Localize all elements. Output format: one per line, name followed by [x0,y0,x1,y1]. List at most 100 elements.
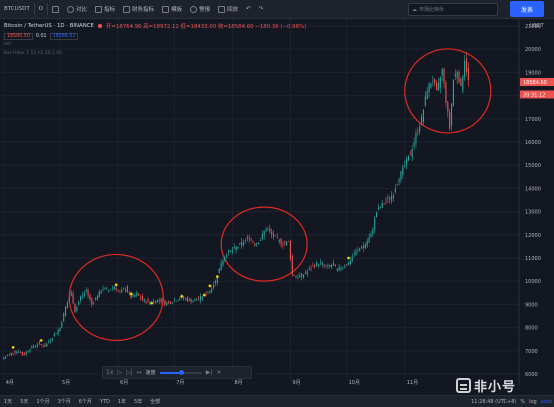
candle-body [154,302,157,303]
candle-body [353,253,355,255]
compare-button[interactable]: 对比 [63,0,91,19]
candle-body [449,112,451,129]
period-6m[interactable]: 6个月 [78,399,92,405]
candle-body [138,293,140,296]
indicator-bar-hiker[interactable]: Bar Hiker 2 15 n1 50 1.00 [4,51,63,56]
period-all[interactable]: 全部 [150,399,161,405]
candle-body [231,249,233,252]
candle-body [334,264,336,267]
x-tick-label: 10月 [349,380,360,385]
price-axis[interactable]: 6000 7000 8000 9000 10000 11000 12000 13000 1400… [518,19,541,385]
log-toggle[interactable]: log [529,399,537,405]
close-icon[interactable]: ✕ [216,369,222,376]
candle-body [254,243,256,246]
price-chart[interactable]: 6000 7000 8000 9000 10000 11000 12000 13000 1400… [0,19,554,385]
period-ytd[interactable]: YTD [99,398,110,405]
redo-button[interactable]: ↷ [255,0,268,19]
auto-toggle[interactable]: auto [540,399,552,405]
candle-body [3,357,5,360]
candle-body [415,133,417,143]
candle-body [123,288,125,290]
candle-body [44,344,46,347]
step-forward-icon[interactable]: ▷| [126,369,133,376]
replay-button[interactable]: 回放 [214,0,242,19]
interval-button[interactable]: D [35,0,47,19]
period-3m[interactable]: 3个月 [57,399,71,405]
candle-body [111,287,113,289]
candle-body [121,289,123,293]
chart-bars-icon [123,5,131,13]
candle-body [434,78,436,84]
period-1y[interactable]: 1年 [117,399,127,405]
candle-body [211,289,213,292]
play-icon[interactable]: ▷ [117,369,122,376]
candle-body [51,338,54,341]
skip-icon[interactable]: ▶| [205,369,213,376]
undo-button[interactable]: ↶ [242,0,255,19]
bottom-toolbar: 1天 5天 1个月 3个月 6个月 YTD 1年 5年 全部 11:28:48 … [0,395,554,407]
candle-body [214,280,217,284]
period-1m[interactable]: 1个月 [36,399,50,405]
replay-speed-button[interactable]: 1x [106,369,114,376]
candle-body [8,353,10,355]
signal-marker [39,339,43,342]
candle-body [80,296,82,301]
period-5y[interactable]: 5年 [134,399,143,405]
clock-readout[interactable]: 11:28:48 (UTC+8) [471,399,517,405]
bid-ask-line: 18580.50 0.01 18586.51 [4,32,306,40]
candle-body [284,242,286,244]
y-tick-label: 19000 [525,70,541,76]
indicators-button[interactable]: 指标 [91,0,119,19]
candle-body [282,244,284,246]
candle-body [229,250,232,252]
candle-body [361,246,363,249]
jump-icon[interactable]: ↦ [136,369,142,376]
candle-body [252,241,254,243]
redo-icon: ↷ [258,6,264,12]
candle-body [424,96,426,107]
financials-button[interactable]: 财务指标 [119,0,158,19]
bar-style-button[interactable] [48,0,63,19]
cloud-icon: ☁ [412,6,417,13]
speed-slider[interactable] [159,369,202,375]
speed-slider-fill [159,371,181,374]
alert-button[interactable]: 警报 [186,0,214,19]
symbol-search[interactable]: BTCUSDT [0,0,34,19]
speed-slider-handle[interactable] [178,369,184,375]
candle-body [233,246,235,249]
candle-body [20,351,22,354]
candle-body [377,207,380,210]
candle-body [100,291,102,294]
candle-body [83,292,85,296]
candle-body [124,289,127,292]
time-axis[interactable]: 4月 5月 6月 7月 8月 9月 10月 11月 [6,380,418,385]
replay-icon [218,5,226,13]
percent-toggle[interactable]: % [520,399,526,405]
candle-body [18,351,20,353]
period-5d[interactable]: 5天 [20,399,29,405]
compare-label: 对比 [76,7,88,13]
signal-marker [347,256,350,260]
candle-body [145,301,147,303]
buy-price-button[interactable]: 18586.51 [49,32,79,40]
candle-body [199,295,202,301]
publish-button[interactable]: 发表 [510,1,544,17]
candle-body [293,274,295,276]
x-tick-label: 11月 [407,380,418,385]
signal-marker [216,275,219,278]
candle-body [287,240,290,242]
market-search[interactable]: ☁ 市场比特币 [408,3,498,16]
candle-body [248,238,250,240]
candle-body [186,297,188,302]
candle-body [269,228,271,232]
candle-body [126,286,128,293]
period-1d[interactable]: 1天 [4,399,13,405]
sell-price-button[interactable]: 18580.50 [4,32,33,40]
indicator-volume[interactable]: Vol [4,42,11,47]
candle-body [239,243,241,245]
price-labels: 18584.60 20:31:12 [520,78,554,99]
candle-body [351,256,353,262]
templates-button[interactable]: 模板 [158,0,186,19]
grid-icon [162,5,170,13]
candle-body [308,268,310,270]
